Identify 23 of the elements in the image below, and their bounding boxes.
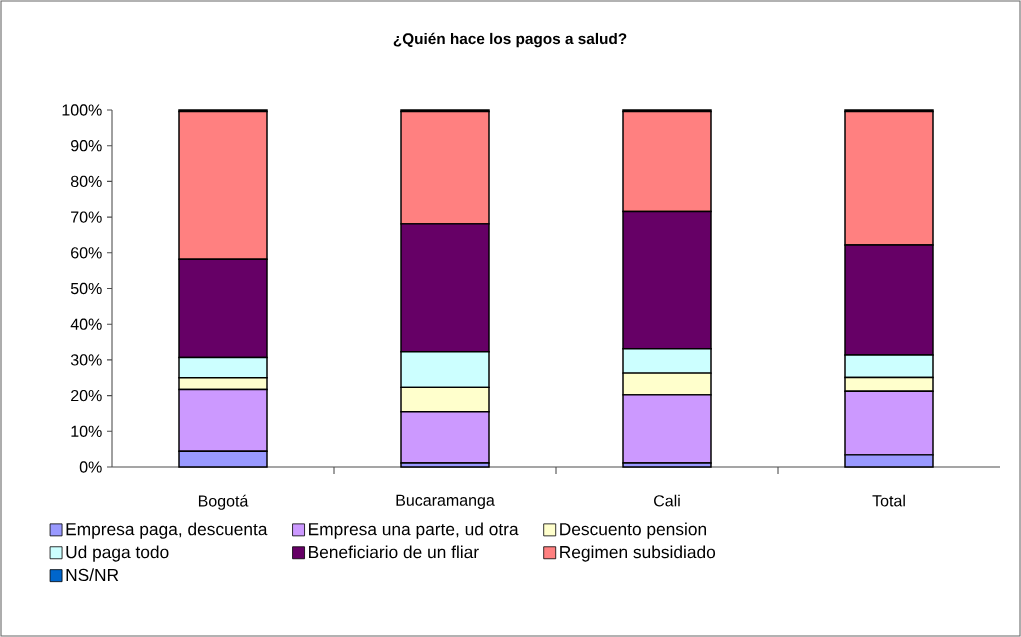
legend-label: Regimen subsidiado <box>560 545 716 562</box>
x-tick-label: Bogotá <box>198 494 249 510</box>
legend-label: Ud paga todo <box>66 545 169 562</box>
y-tick-label: 70% <box>71 211 102 223</box>
y-tick-label: 80% <box>70 175 102 188</box>
y-tick-label: 40% <box>70 318 102 330</box>
legend-label: NS/NR <box>66 568 119 582</box>
x-tick-label: Total <box>872 494 905 507</box>
legend-label: Empresa paga, descuenta <box>66 522 268 539</box>
y-tick-label: 50% <box>70 282 102 295</box>
chart-title: ¿Quién hace los pagos a salud? <box>393 32 627 48</box>
x-tick-label: Cali <box>654 494 680 507</box>
y-tick-label: 0% <box>79 461 102 473</box>
y-tick-label: 90% <box>71 140 102 152</box>
y-tick-label: 60% <box>71 247 102 259</box>
legend-label: Beneficiario de un fliar <box>309 545 479 559</box>
legend-label: Empresa una parte, ud otra <box>309 522 519 539</box>
y-tick-label: 10% <box>71 425 102 437</box>
y-tick-label: 30% <box>70 354 102 366</box>
legend-label: Descuento pension <box>560 522 706 539</box>
y-tick-label: 100% <box>62 104 102 116</box>
x-tick-label: Bucaramanga <box>396 494 495 510</box>
y-tick-label: 20% <box>71 389 102 402</box>
